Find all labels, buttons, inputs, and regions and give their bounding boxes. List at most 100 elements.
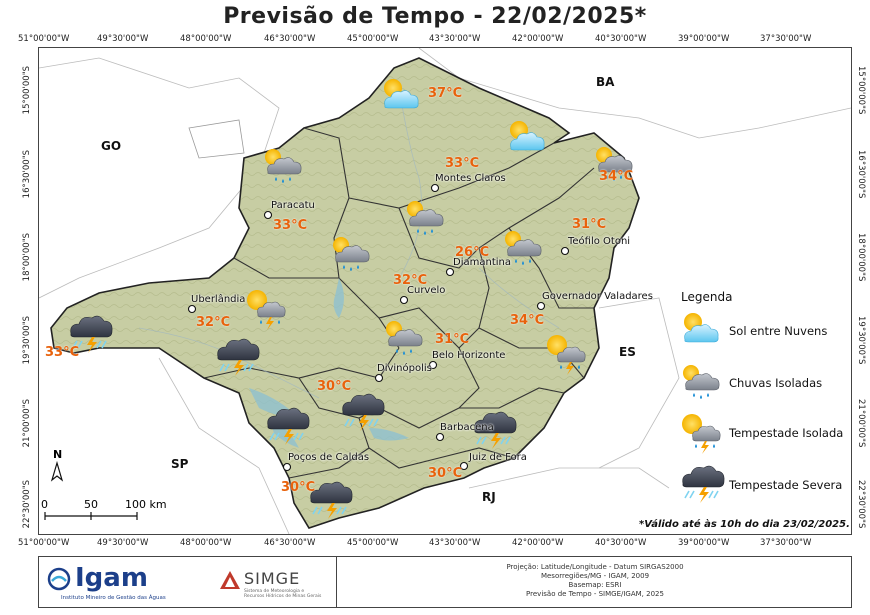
scale-label: 0: [41, 498, 48, 511]
city-dot: [445, 267, 455, 277]
lon-tick-bottom: 42°00'00"W: [512, 538, 564, 548]
rain-cloud-icon: [385, 320, 423, 356]
scale-bar: [44, 512, 138, 520]
map-title: Previsão de Tempo - 22/02/2025*: [223, 4, 647, 29]
temperature-label: 30°C: [428, 466, 463, 481]
map-credits: Projeção: Latitude/Longitude - Datum SIR…: [339, 563, 851, 599]
temperature-label: 34°C: [510, 313, 545, 328]
sun-cloud-icon: [383, 78, 419, 109]
state-label-es: ES: [619, 345, 636, 359]
city-label: Curvelo: [407, 285, 446, 296]
lon-tick-top: 42°00'00"W: [512, 34, 564, 44]
validity-note: *Válido até às 10h do dia 23/02/2025.: [639, 519, 850, 530]
temperature-label: 37°C: [428, 86, 463, 101]
lat-tick-left: 18°00'00"S: [22, 233, 32, 282]
lon-tick-bottom: 48°00'00"W: [180, 538, 232, 548]
credit-line: Previsão de Tempo - SIMGE/IGAM, 2025: [526, 590, 664, 598]
map-canvas: [39, 48, 851, 534]
footer-divider: [336, 557, 337, 607]
city-dot: [282, 462, 292, 472]
lat-tick-right: 22°30'00"S: [856, 480, 866, 529]
temperature-label: 32°C: [393, 273, 428, 288]
lon-tick-bottom: 43°30'00"W: [429, 538, 481, 548]
severe-storm-icon: [216, 338, 260, 377]
scale-label: 50: [84, 498, 98, 511]
credit-line: Projeção: Latitude/Longitude - Datum SIR…: [506, 563, 684, 571]
temperature-label: 33°C: [273, 218, 308, 233]
simge-logo-text: SIMGE: [244, 569, 301, 588]
state-label-go: GO: [101, 139, 122, 153]
city-label: Juiz de Fora: [469, 452, 527, 463]
lon-tick-top: 49°30'00"W: [97, 34, 149, 44]
footer: Igam Instituto Mineiro de Gestão das Águ…: [38, 556, 852, 608]
severe-storm-icon: [266, 407, 310, 446]
temperature-label: 33°C: [45, 345, 80, 360]
legend-title: Legenda: [681, 290, 733, 304]
lon-tick-top: 51°00'00"W: [18, 34, 70, 44]
city-dot: [187, 304, 197, 314]
temperature-label: 32°C: [196, 315, 231, 330]
city-label: Paracatu: [271, 200, 315, 211]
state-label-ba: BA: [596, 75, 615, 89]
sun-cloud-icon: [683, 312, 719, 343]
rain-cloud-icon: [264, 148, 302, 184]
credit-line: Mesorregiões/MG - IGAM, 2009: [540, 572, 650, 580]
lon-tick-top: 45°00'00"W: [347, 34, 399, 44]
city-label: Poços de Caldas: [288, 452, 370, 463]
lon-tick-top: 46°30'00"W: [264, 34, 316, 44]
legend-item-label: Sol entre Nuvens: [729, 324, 828, 338]
simge-logo-icon: [220, 571, 240, 589]
map-frame: BA GO ES SP RJ Montes Claros Paracatu Te…: [38, 47, 852, 535]
city-dot: [428, 360, 438, 370]
lon-tick-bottom: 40°30'00"W: [595, 538, 647, 548]
state-label-rj: RJ: [482, 490, 496, 504]
lat-tick-left: 19°30'00"S: [22, 316, 32, 365]
igam-logo-icon: [47, 567, 71, 591]
lat-tick-right: 15°00'00"S: [856, 66, 866, 115]
igam-logo-text: Igam: [75, 563, 148, 593]
north-arrow-icon: [50, 460, 64, 482]
severe-storm-icon: [681, 465, 725, 504]
city-label: Divinópolis: [377, 363, 432, 374]
lat-tick-right: 19°30'00"S: [856, 316, 866, 365]
temperature-label: 33°C: [445, 156, 480, 171]
legend-item-label: Tempestade Isolada: [729, 426, 844, 440]
city-label: Montes Claros: [435, 173, 506, 184]
credit-line: Basemap: ESRI: [568, 581, 622, 589]
simge-subtitle: Sistema de Meteorologia e Recursos Hídri…: [244, 589, 322, 599]
city-label: Teófilo Otoni: [568, 236, 631, 247]
lon-tick-bottom: 46°30'00"W: [264, 538, 316, 548]
lon-tick-top: 43°30'00"W: [429, 34, 481, 44]
city-label: Uberlândia: [191, 294, 246, 305]
temperature-label: 26°C: [455, 245, 490, 260]
legend-item-label: Chuvas Isoladas: [729, 376, 823, 390]
lon-tick-top: 48°00'00"W: [180, 34, 232, 44]
lon-tick-bottom: 49°30'00"W: [97, 538, 149, 548]
lat-tick-left: 21°00'00"S: [22, 399, 32, 448]
lon-tick-bottom: 45°00'00"W: [347, 538, 399, 548]
state-label-sp: SP: [171, 457, 189, 471]
north-arrow-label: N: [53, 448, 63, 461]
lon-tick-bottom: 39°00'00"W: [678, 538, 730, 548]
city-label: Diamantina: [453, 257, 511, 268]
city-dot: [399, 295, 409, 305]
temperature-label: 30°C: [317, 379, 352, 394]
city-label: Governador Valadares: [542, 291, 653, 302]
city-dot: [374, 373, 384, 383]
legend-item-label: Tempestade Severa: [729, 478, 843, 492]
city-dot: [435, 432, 445, 442]
minas-gerais-shape: [50, 57, 640, 529]
lon-tick-top: 37°30'00"W: [760, 34, 812, 44]
lon-tick-top: 39°00'00"W: [678, 34, 730, 44]
isolated-storm-icon: [546, 334, 586, 376]
temperature-label: 31°C: [435, 332, 470, 347]
city-dot: [263, 210, 273, 220]
severe-storm-icon: [341, 393, 385, 432]
lat-tick-right: 16°30'00"S: [856, 150, 866, 199]
lon-tick-top: 40°30'00"W: [595, 34, 647, 44]
scale-label: 100 km: [125, 498, 167, 511]
city-dot: [430, 183, 440, 193]
city-dot: [536, 301, 546, 311]
rain-cloud-icon: [682, 364, 720, 400]
lon-tick-bottom: 37°30'00"W: [760, 538, 812, 548]
